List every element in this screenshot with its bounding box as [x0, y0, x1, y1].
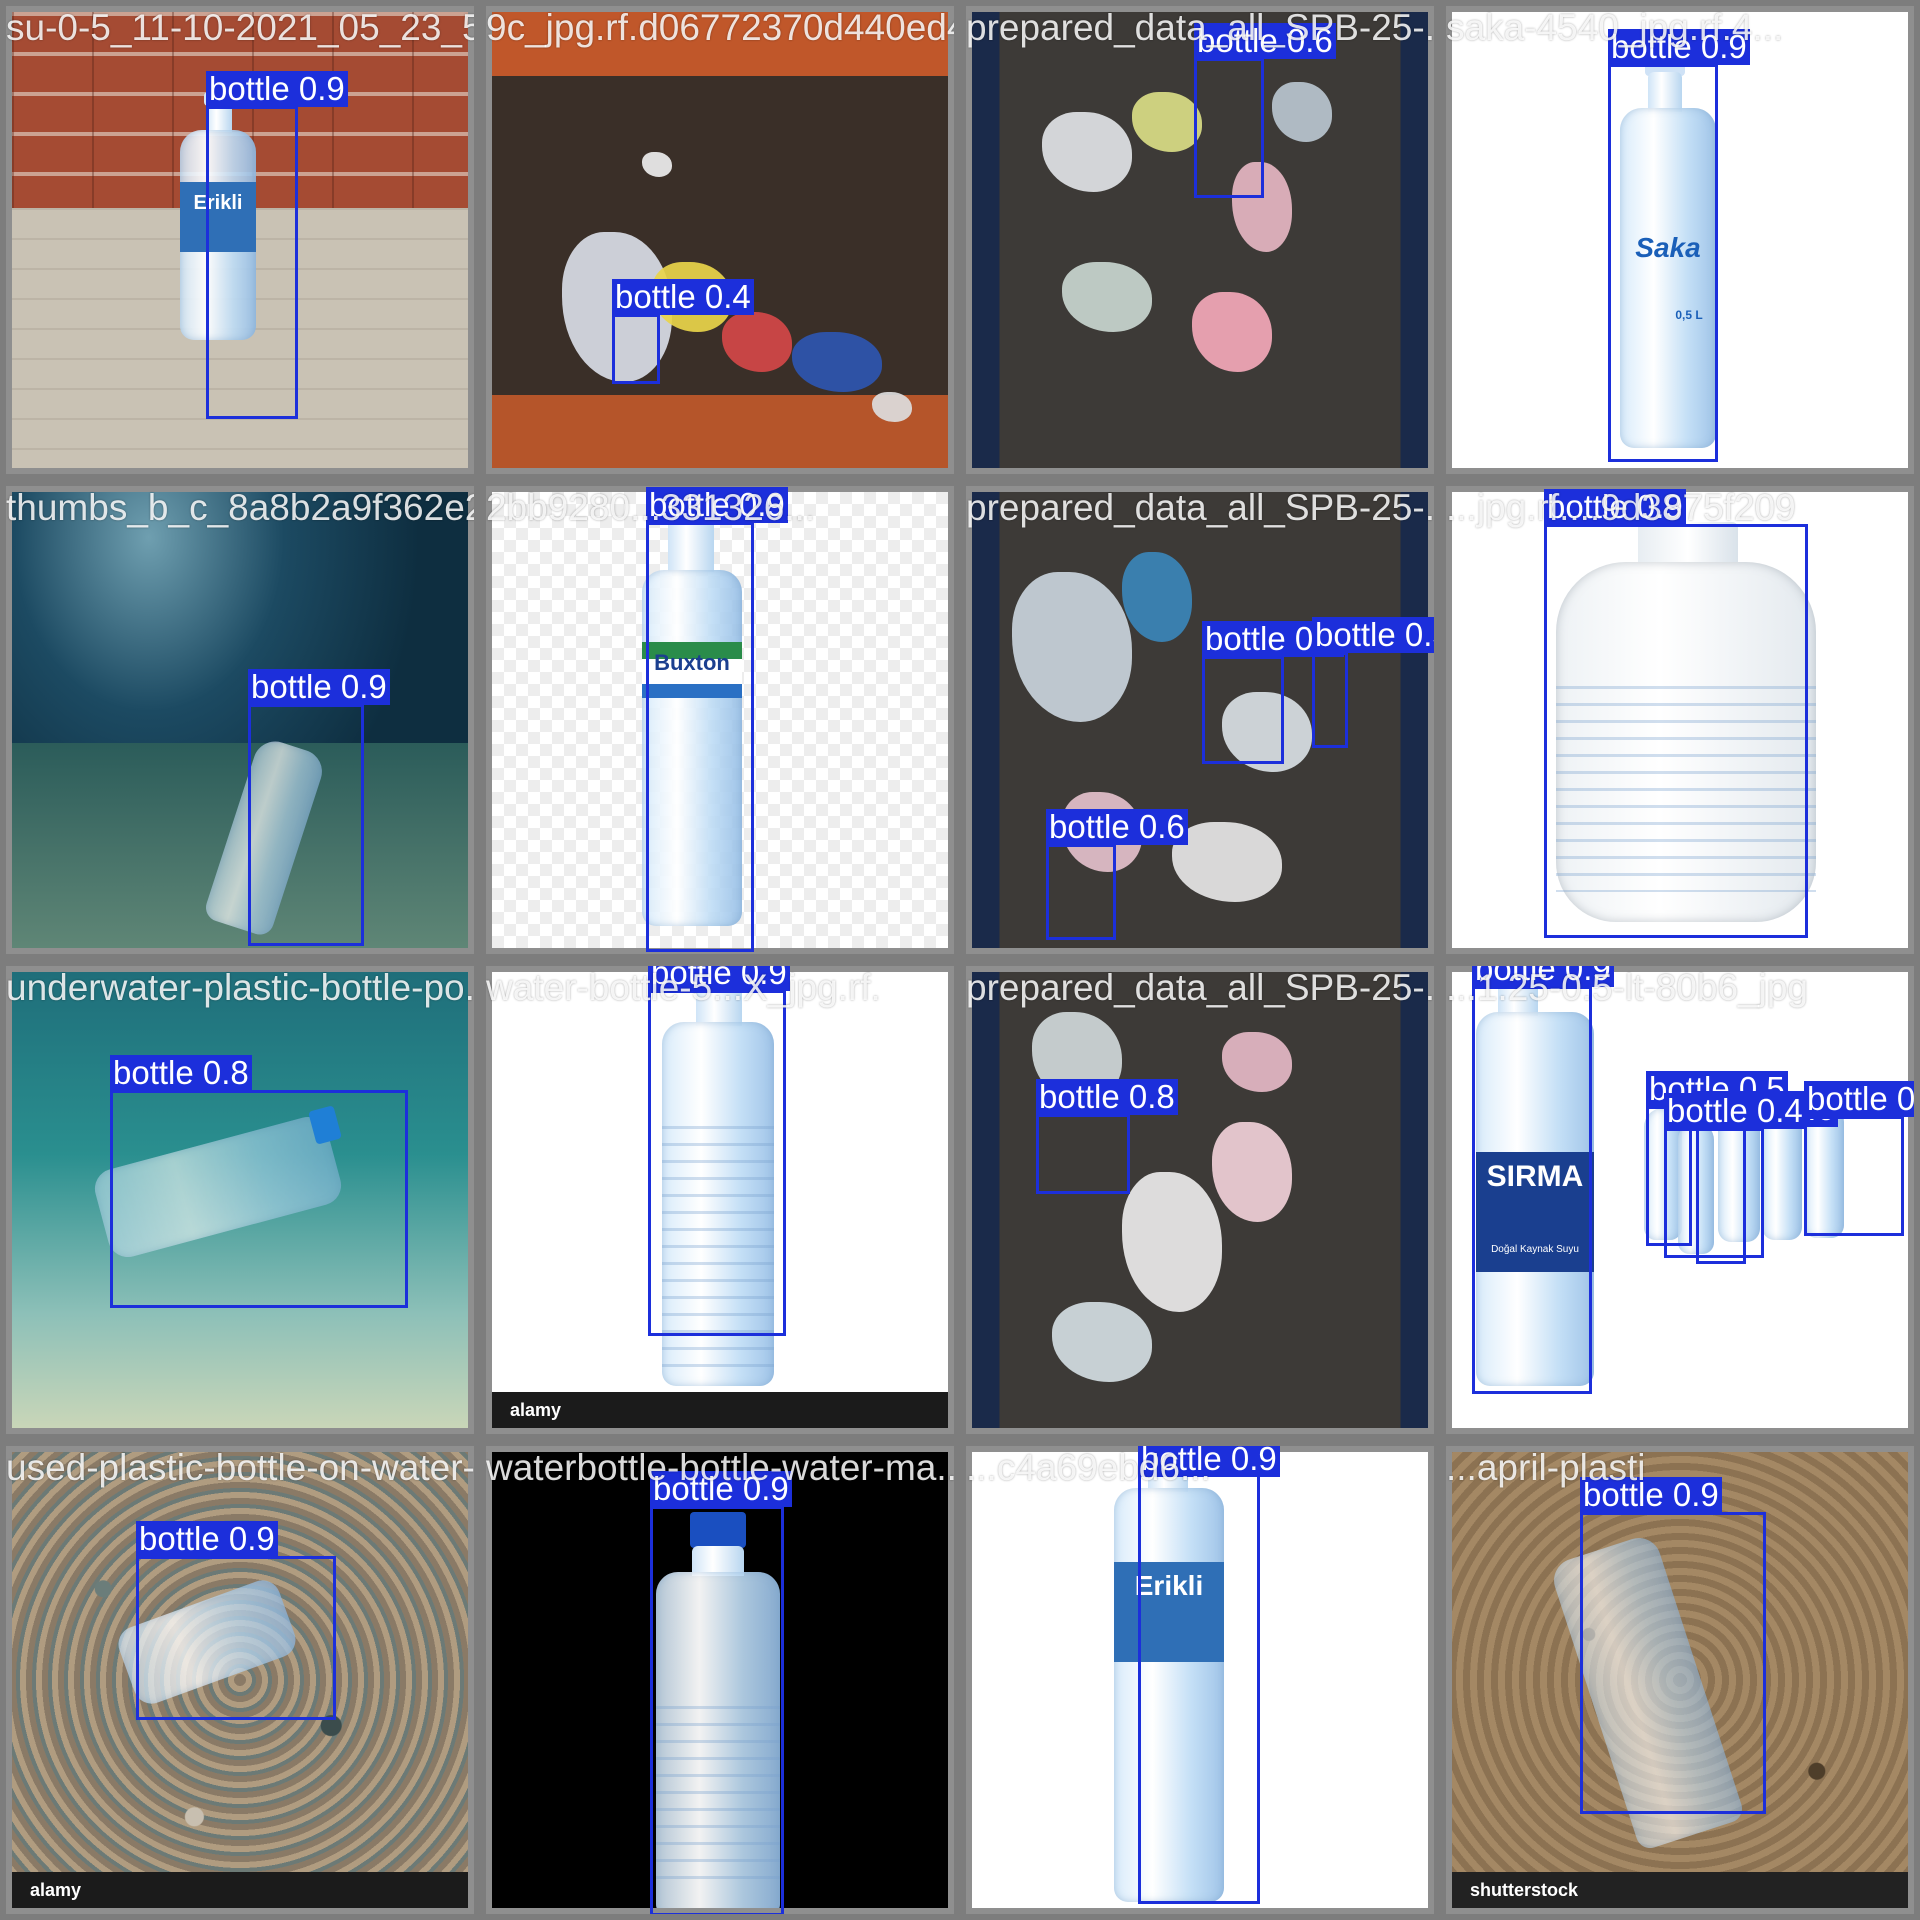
bottle-brand-label: Saka — [1635, 232, 1701, 263]
detection-label: bottle 0.9 — [650, 1471, 792, 1507]
detection-label: bottle 0.9 — [1544, 489, 1686, 525]
scene-image — [492, 1452, 948, 1908]
detection-label: bottle 0.4 — [612, 279, 754, 315]
detection-box: bottle 0.6 — [1194, 23, 1336, 198]
scene-image — [492, 12, 948, 468]
tile: bottle 0.9 ...jpg.rf....9d3875f209 — [1440, 480, 1920, 960]
tile: SIRMA Doğal Kaynak Suyu bottle 0.9 bottl… — [1440, 960, 1920, 1440]
scene-image: alamy — [492, 972, 948, 1428]
tile: bottle 0.6 bottle 0.3 bottle 0.6 prepare… — [960, 480, 1440, 960]
detection-box: bottle 0.6 — [1046, 809, 1188, 940]
bottle-brand-label: SIRMA — [1486, 1160, 1584, 1193]
detection-box: bottle 0.8 — [1804, 1081, 1914, 1236]
detection-box: bottle 0.9 — [206, 71, 348, 419]
bottle-subbrand-label: Doğal Kaynak Suyu — [1491, 1244, 1579, 1255]
detection-label: bottle 0.9 — [248, 669, 390, 705]
tile: Erikli bottle 0.9 su-0-5_11-10-2021_05_2… — [0, 0, 480, 480]
detection-label: bottle 0.9 — [648, 966, 790, 991]
detection-box: bottle 0.6 — [1202, 621, 1344, 764]
detection-box: bottle 0.3 — [1312, 617, 1434, 748]
detection-label: bottle 0.9 — [1580, 1477, 1722, 1513]
scene-image: shutterstock — [1452, 1452, 1908, 1908]
detection-label: bottle 0.9 — [1138, 1446, 1280, 1477]
detection-box: bottle 0.4 — [612, 279, 754, 384]
detection-box: bottle 0.9 — [650, 1471, 792, 1914]
tile: alamy bottle 0.9 water-bottle-5...X_jpg.… — [480, 960, 960, 1440]
tile: bottle 0.9 thumbs_b_c_8a8b2a9f362e2... — [0, 480, 480, 960]
watermark-footer: alamy — [12, 1872, 468, 1908]
tile: Buxton bottle 0.9 2bb9280...331326... — [480, 480, 960, 960]
scene-image: Saka 0,5 L — [1452, 12, 1908, 468]
detection-box: bottle 0.9 — [1544, 489, 1808, 938]
detection-box: bottle 0.8 — [1036, 1079, 1178, 1194]
detection-label: bottle 0.3 — [1312, 617, 1434, 653]
bottle-brand-label: Buxton — [654, 650, 730, 675]
detection-label: bottle 0.6 — [1046, 809, 1188, 845]
scene-image — [972, 972, 1428, 1428]
detection-label: bottle 0.4 — [1664, 1093, 1806, 1129]
tile: bottle 0.4 9c_jpg.rf.d06772370d440ed4d37… — [480, 0, 960, 480]
tile: Saka 0,5 L bottle 0.9 saka-4540_jpg.rf.4… — [1440, 0, 1920, 480]
bottle-volume-label: 0,5 L — [1675, 308, 1703, 322]
detection-label: bottle 0.9 — [1608, 29, 1750, 65]
scene-image — [12, 492, 468, 948]
detection-label: bottle 0.9 — [646, 487, 788, 523]
scene-image: Buxton — [492, 492, 948, 948]
tile: bottle 0.8 prepared_data_all_SPB-25-... — [960, 960, 1440, 1440]
watermark-footer: alamy — [492, 1392, 948, 1428]
tile: bottle 0.9 waterbottle-bottle-water-ma..… — [480, 1440, 960, 1920]
bottle-brand-label: Erikli — [193, 192, 243, 214]
detection-label: bottle 0.8 — [110, 1055, 252, 1091]
tile: Erikli bottle 0.9 ...c4a69ebd6... — [960, 1440, 1440, 1920]
watermark-footer: shutterstock — [1452, 1872, 1908, 1908]
detection-box: bottle 0.9 — [646, 487, 788, 952]
detection-label: bottle 0.9 — [206, 71, 348, 107]
detection-label: bottle 0.6 — [1194, 23, 1336, 59]
detection-label: bottle 0.9 — [1472, 966, 1614, 987]
scene-image — [972, 492, 1428, 948]
detection-box: bottle 0.9 — [1608, 29, 1750, 462]
scene-image — [1452, 492, 1908, 948]
scene-image — [972, 12, 1428, 468]
detection-box: bottle 0.9 — [136, 1521, 336, 1720]
tile: alamy bottle 0.9 used-plastic-bottle-on-… — [0, 1440, 480, 1920]
detection-label: bottle 0.8 — [1804, 1081, 1914, 1117]
tile: bottle 0.6 prepared_data_all_SPB-25-... — [960, 0, 1440, 480]
detection-box: bottle 0.9 — [1472, 966, 1614, 1394]
tile: bottle 0.8 underwater-plastic-bottle-po.… — [0, 960, 480, 1440]
detection-box: bottle 0.9 — [248, 669, 390, 946]
detection-box: bottle 0.4 — [1664, 1093, 1806, 1258]
bottle-brand-label: Erikli — [1134, 1570, 1204, 1601]
tile: shutterstock bottle 0.9 ...april-plasti — [1440, 1440, 1920, 1920]
detection-box: bottle 0.9 — [648, 966, 790, 1336]
detection-box: bottle 0.8 — [110, 1055, 408, 1308]
detection-label: bottle 0.9 — [136, 1521, 278, 1557]
detection-label: bottle 0.8 — [1036, 1079, 1178, 1115]
scene-image — [12, 972, 468, 1428]
detection-box: bottle 0.9 — [1580, 1477, 1766, 1814]
detection-box: bottle 0.9 — [1138, 1446, 1280, 1904]
